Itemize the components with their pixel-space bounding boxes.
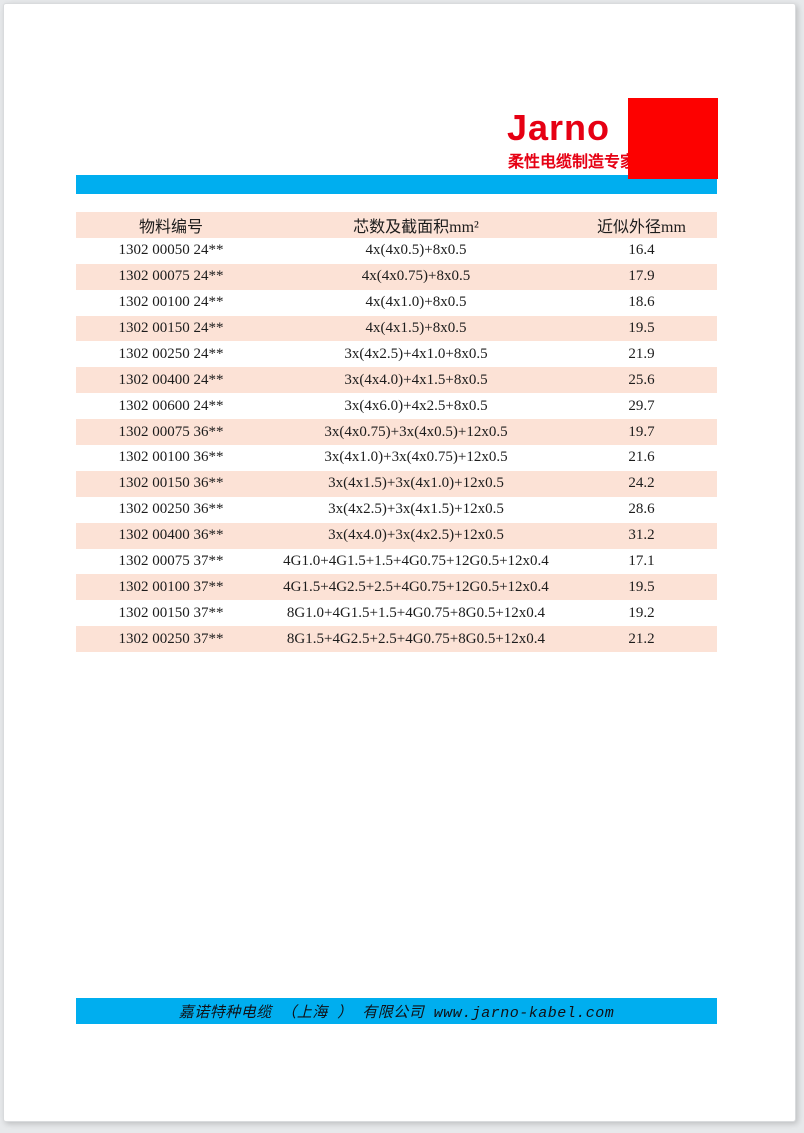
core-spec-cell: 8G1.5+4G2.5+2.5+4G0.75+8G0.5+12x0.4 xyxy=(266,626,566,653)
outer-diameter-cell: 19.5 xyxy=(566,315,717,342)
core-spec-cell: 8G1.0+4G1.5+1.5+4G0.75+8G0.5+12x0.4 xyxy=(286,604,546,621)
outer-diameter-cell: 21.2 xyxy=(566,626,717,653)
material-number-cell: 1302 00050 24** xyxy=(118,242,224,259)
outer-diameter-cell: 19.5 xyxy=(566,574,717,601)
material-number-cell: 1302 00400 24** xyxy=(76,367,266,394)
core-spec-cell: 3x(4x2.5)+4x1.0+8x0.5 xyxy=(344,345,488,362)
material-number-cell: 1302 00400 36** xyxy=(76,522,266,549)
outer-diameter-cell: 19.7 xyxy=(566,419,717,446)
core-spec-cell: 3x(4x2.5)+3x(4x1.5)+12x0.5 xyxy=(328,501,504,518)
material-number-cell: 1302 00150 36** xyxy=(76,470,266,497)
table-row: 1302 00250 36** 3x(4x2.5)+3x(4x1.5)+12x0.… xyxy=(76,497,717,523)
table-row: 1302 00150 36** 3x(4x1.5)+3x(4x1.0)+12x0.… xyxy=(76,470,717,497)
brand-logo-text: Jarno xyxy=(507,107,611,148)
table-row: 1302 00075 36** 3x(4x0.75)+3x(4x0.5)+12x0… xyxy=(76,419,717,446)
outer-diameter-cell: 21.6 xyxy=(628,449,655,466)
table-row: 1302 00250 37** 8G1.5+4G2.5+2.5+4G0.75+8G… xyxy=(76,626,717,653)
spec-table-header: 物料编号 芯数及截面积mm² 近似外径mm xyxy=(76,212,717,238)
material-number-cell: 1302 00600 24** xyxy=(118,397,224,414)
table-row: 1302 00075 37** 4G1.0+4G1.5+1.5+4G0.75+12… xyxy=(76,549,717,575)
core-spec-cell: 3x(4x4.0)+3x(4x2.5)+12x0.5 xyxy=(266,522,566,549)
header-row: 物料编号 芯数及截面积mm² 近似外径mm xyxy=(76,212,717,238)
material-number-cell: 1302 00250 24** xyxy=(118,345,224,362)
spec-table-body: 1302 00050 24** 4x(4x0.5)+8x0.5 16.4 1302 0… xyxy=(76,238,717,653)
core-spec-cell: 4x(4x1.5)+8x0.5 xyxy=(266,315,566,342)
outer-diameter-cell: 25.6 xyxy=(566,367,717,394)
footer-company-text: 嘉诺特种电缆 （上海 ） 有限公司 www.jarno-kabel.com xyxy=(178,1004,615,1022)
core-spec-cell: 3x(4x1.0)+3x(4x0.75)+12x0.5 xyxy=(324,449,508,466)
core-spec-cell: 4G1.5+4G2.5+2.5+4G0.75+12G0.5+12x0.4 xyxy=(266,574,566,601)
outer-diameter-cell: 18.6 xyxy=(628,294,655,311)
material-number-cell: 1302 00100 36** xyxy=(118,449,224,466)
material-number-cell: 1302 00250 37** xyxy=(76,626,266,653)
core-spec-cell: 4G1.0+4G1.5+1.5+4G0.75+12G0.5+12x0.4 xyxy=(283,553,549,570)
table-row: 1302 00400 36** 3x(4x4.0)+3x(4x2.5)+12x0.… xyxy=(76,522,717,549)
footer-bar: 嘉诺特种电缆 （上海 ） 有限公司 www.jarno-kabel.com xyxy=(76,998,717,1024)
brand-tagline: 柔性电缆制造专家 xyxy=(508,154,637,171)
column-header-core-section: 芯数及截面积mm² xyxy=(266,212,566,238)
core-spec-cell: 3x(4x0.75)+3x(4x0.5)+12x0.5 xyxy=(266,419,566,446)
material-number-cell: 1302 00075 36** xyxy=(76,419,266,446)
core-spec-cell: 3x(4x4.0)+4x1.5+8x0.5 xyxy=(266,367,566,394)
material-number-cell: 1302 00150 24** xyxy=(76,315,266,342)
cable-spec-table: 物料编号 芯数及截面积mm² 近似外径mm 1302 00050 24** 4x(… xyxy=(76,212,717,653)
table-row: 1302 00250 24** 3x(4x2.5)+4x1.0+8x0.5 21.9 xyxy=(76,341,717,367)
material-number-cell: 1302 00100 24** xyxy=(118,294,224,311)
outer-diameter-cell: 29.7 xyxy=(628,397,655,414)
table-row: 1302 00100 24** 4x(4x1.0)+8x0.5 18.6 xyxy=(76,290,717,316)
top-divider-bar xyxy=(76,175,717,194)
outer-diameter-cell: 28.6 xyxy=(628,501,655,518)
outer-diameter-cell: 21.9 xyxy=(628,345,655,362)
core-spec-cell: 3x(4x1.5)+3x(4x1.0)+12x0.5 xyxy=(266,470,566,497)
table-row: 1302 00075 24** 4x(4x0.75)+8x0.5 17.9 xyxy=(76,263,717,290)
table-row: 1302 00600 24** 3x(4x6.0)+4x2.5+8x0.5 29.7 xyxy=(76,393,717,419)
outer-diameter-cell: 17.1 xyxy=(628,553,655,570)
table-row: 1302 00100 36** 3x(4x1.0)+3x(4x0.75)+12x0… xyxy=(76,445,717,471)
core-spec-cell: 4x(4x0.5)+8x0.5 xyxy=(365,242,467,259)
column-header-material-number: 物料编号 xyxy=(76,212,266,238)
core-spec-cell: 3x(4x6.0)+4x2.5+8x0.5 xyxy=(344,397,488,414)
table-row: 1302 00150 37** 8G1.0+4G1.5+1.5+4G0.75+8G… xyxy=(76,600,717,626)
core-spec-cell: 4x(4x0.75)+8x0.5 xyxy=(266,263,566,290)
material-number-cell: 1302 00250 36** xyxy=(118,501,224,518)
outer-diameter-cell: 24.2 xyxy=(566,470,717,497)
logo-red-block xyxy=(628,98,718,179)
catalog-page: Jarno 柔性电缆制造专家 物料编号 芯数及截面积mm² 近似外径mm 130… xyxy=(3,3,796,1122)
outer-diameter-cell: 17.9 xyxy=(566,263,717,290)
material-number-cell: 1302 00075 37** xyxy=(118,553,224,570)
material-number-cell: 1302 00150 37** xyxy=(118,604,224,621)
outer-diameter-cell: 19.2 xyxy=(628,604,655,621)
table-row: 1302 00100 37** 4G1.5+4G2.5+2.5+4G0.75+12… xyxy=(76,574,717,601)
core-spec-cell: 4x(4x1.0)+8x0.5 xyxy=(365,294,467,311)
table-row: 1302 00150 24** 4x(4x1.5)+8x0.5 19.5 xyxy=(76,315,717,342)
column-header-outer-diameter: 近似外径mm xyxy=(566,212,717,238)
outer-diameter-cell: 31.2 xyxy=(566,522,717,549)
material-number-cell: 1302 00075 24** xyxy=(76,263,266,290)
table-row: 1302 00400 24** 3x(4x4.0)+4x1.5+8x0.5 25.6 xyxy=(76,367,717,394)
material-number-cell: 1302 00100 37** xyxy=(76,574,266,601)
table-row: 1302 00050 24** 4x(4x0.5)+8x0.5 16.4 xyxy=(76,238,717,264)
outer-diameter-cell: 16.4 xyxy=(628,242,655,259)
